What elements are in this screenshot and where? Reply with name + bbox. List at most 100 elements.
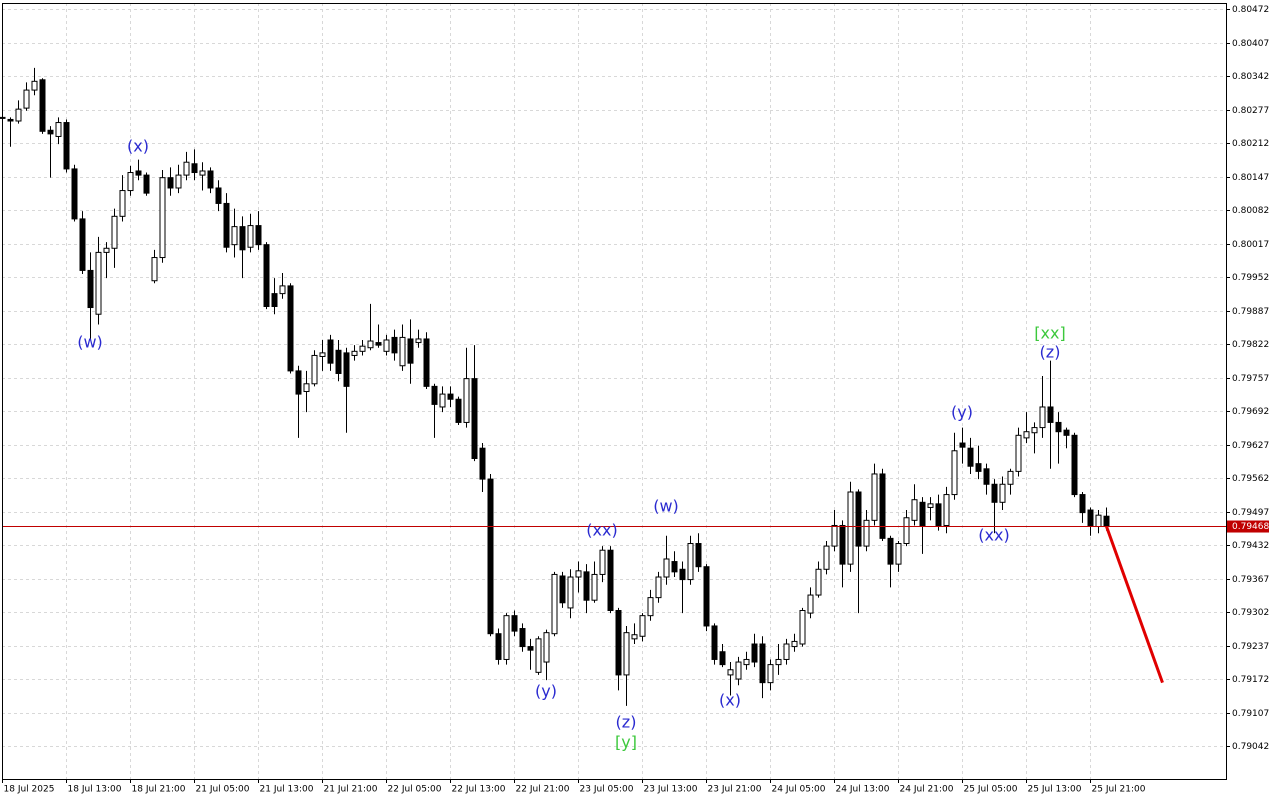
candle-body (559, 575, 566, 604)
candle-body (599, 549, 606, 575)
candle-body (727, 669, 734, 676)
candle-body (647, 597, 654, 617)
candle-body (271, 293, 278, 307)
candle-body (383, 339, 390, 352)
plot: (w)(x)(xx)(w)(y)(z)[y](x)(y)(xx)(z)[xx] (0, 67, 1226, 752)
wave-label: (x) (719, 691, 741, 710)
candle-body (455, 398, 462, 423)
candle-body (863, 519, 870, 547)
candle-body (1087, 509, 1094, 526)
candle-body (999, 483, 1006, 503)
y-tick-label: 0.80342 (1232, 72, 1269, 82)
candle-body (399, 336, 406, 367)
y-tick-label: 0.80277 (1232, 106, 1269, 116)
candle-body (719, 651, 726, 666)
candle-body (343, 352, 350, 387)
candle-body (7, 118, 14, 122)
axes: 0.80472 0.80407 0.80342 0.80277 0.80212 0.801… (2, 5, 1269, 795)
candle-body (423, 338, 430, 387)
y-tick-label: 0.79497 (1232, 508, 1269, 518)
wave-label: (w) (77, 333, 103, 352)
candle-body (255, 225, 262, 246)
candle-body (431, 385, 438, 405)
candle-body (1063, 429, 1070, 436)
y-tick-label: 0.79237 (1232, 642, 1269, 652)
candle-body (527, 646, 534, 651)
y-tick-label: 0.79692 (1232, 407, 1269, 417)
candle-body (991, 483, 998, 503)
candle-body (615, 610, 622, 676)
candle-body (943, 494, 950, 526)
candle-body (911, 499, 918, 521)
candle-body (1023, 431, 1030, 439)
candle-body (15, 108, 22, 122)
x-tick-label: 21 Jul 05:00 (196, 785, 250, 795)
y-tick-label: 0.79887 (1232, 307, 1269, 317)
y-tick-label: 0.79757 (1232, 374, 1269, 384)
candle-body (1055, 421, 1062, 433)
candle-body (759, 643, 766, 684)
forecast-line (1105, 526, 1164, 684)
x-tick-label: 24 Jul 05:00 (772, 785, 826, 795)
candle-body (127, 172, 134, 192)
candle-body (31, 80, 38, 91)
candle-body (191, 163, 198, 174)
y-tick-label: 0.79172 (1232, 675, 1269, 685)
candle-body (807, 594, 814, 614)
wave-label: (z) (616, 713, 637, 732)
x-tick-label: 21 Jul 13:00 (260, 785, 314, 795)
y-tick-label: 0.79822 (1232, 340, 1269, 350)
candle-body (479, 447, 486, 480)
y-tick-label: 0.80407 (1232, 39, 1269, 49)
candle-body (607, 549, 614, 612)
candle-body (231, 226, 238, 246)
candle-body (47, 129, 54, 135)
candle-body (1047, 406, 1054, 423)
y-tick-label: 0.79107 (1232, 709, 1269, 719)
candle-body (951, 450, 958, 496)
candle-body (1039, 406, 1046, 429)
candle-body (55, 122, 62, 137)
candle-body (463, 378, 470, 423)
candle-body (1071, 434, 1078, 496)
y-tick-label: 0.80212 (1232, 139, 1269, 149)
candle-body (415, 338, 422, 344)
x-tick-label: 24 Jul 13:00 (836, 785, 890, 795)
candle-body (311, 354, 318, 385)
candle-body (879, 473, 886, 539)
plot-frame (2, 3, 1227, 780)
x-tick-label: 23 Jul 21:00 (708, 785, 762, 795)
candle-body (351, 350, 358, 356)
candle-body (119, 190, 126, 217)
candle-body (967, 447, 974, 467)
wave-label: [xx] (1034, 324, 1065, 343)
x-tick-label: 23 Jul 13:00 (644, 785, 698, 795)
y-tick-label: 0.79042 (1232, 742, 1269, 752)
candle-body (263, 244, 270, 307)
candle-body (687, 543, 694, 581)
wave-label: [y] (615, 733, 637, 752)
candle-body (511, 615, 518, 632)
candle-body (1007, 470, 1014, 485)
y-tick-label: 0.79562 (1232, 474, 1269, 484)
y-tick-label: 0.80017 (1232, 240, 1269, 250)
candle-body (567, 576, 574, 609)
candle-body (655, 576, 662, 599)
candle-body (1031, 427, 1038, 434)
candle-body (871, 473, 878, 521)
candle-body (199, 170, 206, 176)
candle-body (39, 79, 46, 132)
candle-body (847, 491, 854, 565)
y-tick-label: 0.79627 (1232, 441, 1269, 451)
x-tick-label: 21 Jul 21:00 (324, 785, 378, 795)
grid (2, 3, 1226, 779)
candle-body (751, 643, 758, 663)
candle-body (439, 393, 446, 408)
x-tick-label: 18 Jul 13:00 (68, 785, 122, 795)
y-tick-label: 0.79367 (1232, 575, 1269, 585)
candle-body (855, 491, 862, 547)
candle-body (287, 285, 294, 372)
candle-body (815, 568, 822, 596)
candle-body (63, 122, 70, 170)
candle-body (543, 632, 550, 663)
